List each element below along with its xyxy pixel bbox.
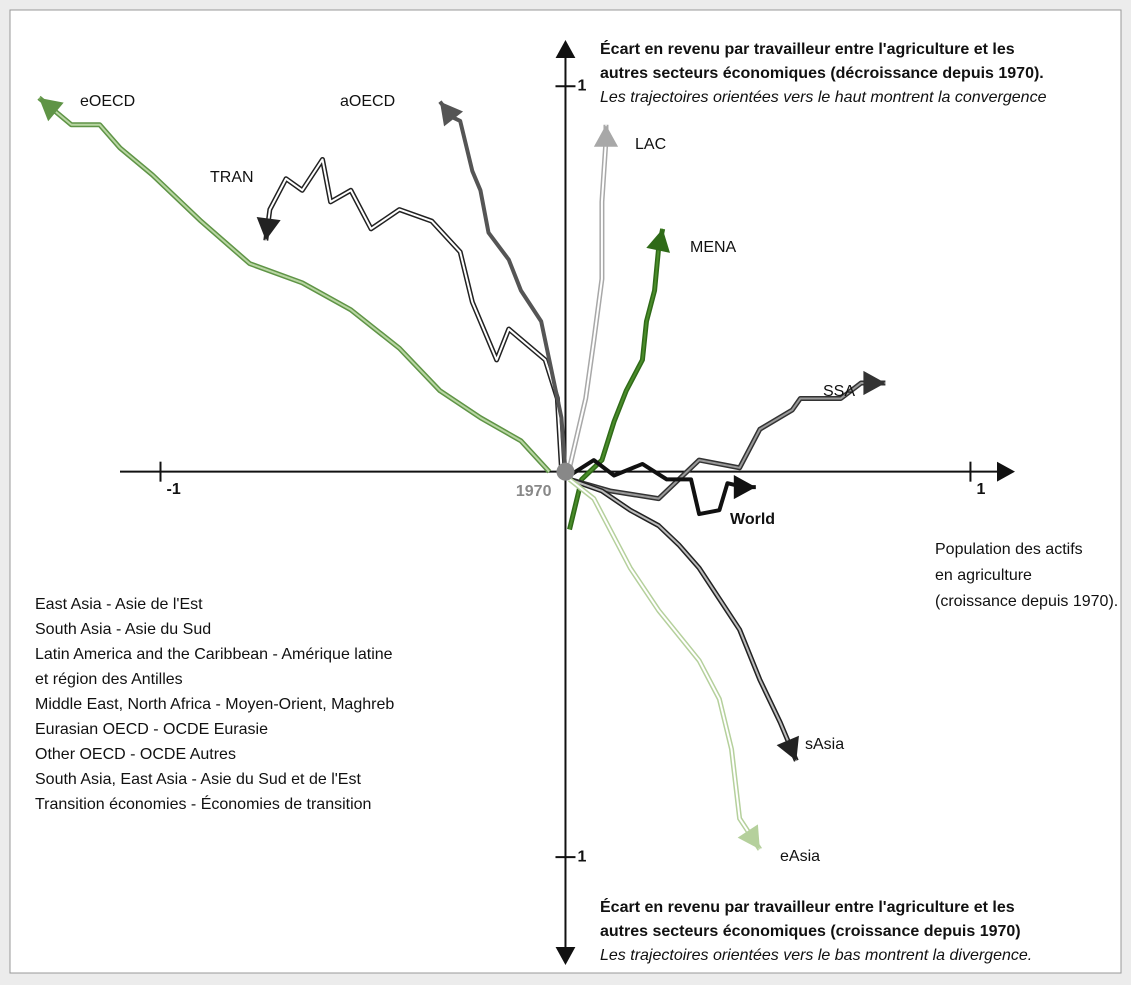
series-label: sAsia [805,736,844,753]
series-line [264,158,563,468]
legend-note: East Asia - Asie de l'Est [35,596,203,613]
x-label: en agriculture [935,567,1032,584]
y-label-top-note: Les trajectoires orientées vers le haut … [600,89,1047,106]
y-label-bottom: Écart en revenu par travailleur entre l'… [600,897,1015,916]
y-label-bottom: autres secteurs économiques (croissance … [600,923,1021,940]
y-axis-arrow [555,40,576,58]
legend-note: Other OECD - OCDE Autres [35,746,236,763]
series-label: eOECD [80,93,135,110]
series-line [38,97,551,473]
series-label: MENA [690,239,737,256]
series-arrow [439,101,464,127]
series-arrow [863,370,886,396]
x-label: (croissance depuis 1970). [935,593,1118,610]
legend-note: Transition économies - Économies de tran… [35,794,371,813]
series-arrow [39,97,64,122]
origin-marker [556,462,575,481]
series-arrow [593,124,619,147]
y-label-bottom-note: Les trajectoires orientées vers le bas m… [600,947,1032,964]
series-line [568,228,664,530]
legend-note: et région des Antilles [35,671,183,688]
y-label-top: autres secteurs économiques (décroissanc… [600,65,1044,82]
series-arrow [256,217,281,241]
series-label: SSA [823,383,855,400]
series-label: World [730,511,775,528]
legend-note: South Asia, East Asia - Asie du Sud et d… [35,771,361,788]
legend-note: Latin America and the Caribbean - Amériq… [35,646,393,663]
series-label: TRAN [210,169,254,186]
series-line [569,382,886,500]
series-label: eAsia [780,848,820,865]
series-label: LAC [635,136,666,153]
x-label: Population des actifs [935,541,1083,558]
x-tick-label: 1 [976,481,985,498]
series-line [568,458,756,517]
legend-note: Middle East, North Africa - Moyen-Orient… [35,696,394,713]
y-label-top: Écart en revenu par travailleur entre l'… [600,39,1015,58]
series-arrow [733,474,756,500]
y-tick-label: 1 [577,77,586,94]
series-arrow [646,228,670,253]
y-axis-arrow [555,947,576,965]
series-arrow [776,735,799,761]
series-arrow [737,824,760,850]
series-line [568,478,761,850]
series-line [438,100,568,472]
x-tick-label: -1 [166,481,180,498]
series-line [569,478,798,762]
series-label: aOECD [340,93,395,110]
x-axis-arrow [997,461,1015,482]
origin-label: 1970 [516,483,552,500]
legend-note: Eurasian OECD - OCDE Eurasie [35,721,268,738]
legend-note: South Asia - Asie du Sud [35,621,211,638]
y-tick-label: 1 [577,848,586,865]
